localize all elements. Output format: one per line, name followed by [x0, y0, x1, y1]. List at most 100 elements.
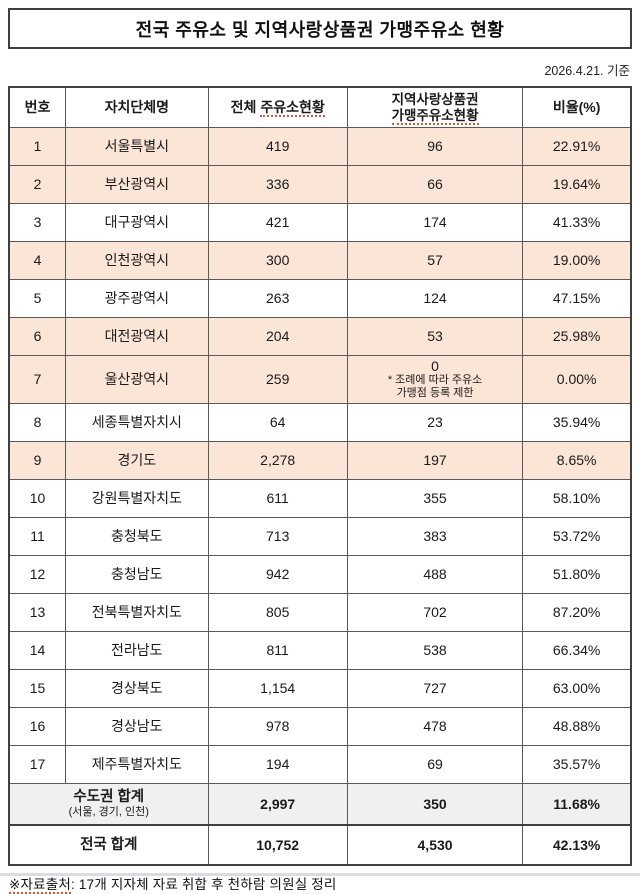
- cell-affiliated-stations: 383: [346, 516, 524, 556]
- cell-ratio: 19.00%: [522, 240, 632, 280]
- table-row: 13 전북특별자치도 805 702 87.20%: [8, 592, 632, 632]
- cell-total-stations: 713: [207, 516, 348, 556]
- cell-affiliated-stations: 0 * 조례에 따라 주유소 가맹점 등록 제한: [346, 354, 524, 404]
- cell-government-name: 충청북도: [65, 516, 209, 556]
- cell-row-number: 10: [8, 478, 67, 518]
- cell-total-stations: 942: [207, 554, 348, 594]
- affiliated-value: 69: [427, 755, 443, 772]
- summary-metro-ratio: 11.68%: [522, 782, 632, 826]
- col-header-affiliated-line2: 가맹주유소현황: [391, 108, 479, 126]
- cell-total-stations: 259: [207, 354, 348, 404]
- cell-total-stations: 419: [207, 126, 348, 166]
- cell-row-number: 12: [8, 554, 67, 594]
- cell-total-stations: 194: [207, 744, 348, 784]
- cell-total-stations: 421: [207, 202, 348, 242]
- cell-row-number: 4: [8, 240, 67, 280]
- cell-total-stations: 204: [207, 316, 348, 356]
- affiliated-value: 383: [423, 527, 447, 544]
- table-row: 17 제주특별자치도 194 69 35.57%: [8, 744, 632, 784]
- table-row: 8 세종특별자치시 64 23 35.94%: [8, 402, 632, 442]
- cell-ratio: 66.34%: [522, 630, 632, 670]
- cell-total-stations: 805: [207, 592, 348, 632]
- cell-affiliated-stations: 488: [346, 554, 524, 594]
- affiliated-value: 702: [423, 603, 447, 620]
- cell-affiliated-stations: 57: [346, 240, 524, 280]
- cell-government-name: 서울특별시: [65, 126, 209, 166]
- summary-nation-label-cell: 전국 합계: [8, 824, 209, 866]
- cell-government-name: 충청남도: [65, 554, 209, 594]
- cell-affiliated-stations: 53: [346, 316, 524, 356]
- table-summary: 수도권 합계 (서울, 경기, 인천) 2,997 350 11.68% 전국 …: [8, 782, 632, 866]
- cell-row-number: 13: [8, 592, 67, 632]
- cell-row-number: 15: [8, 668, 67, 708]
- cell-ratio: 35.57%: [522, 744, 632, 784]
- table-row: 5 광주광역시 263 124 47.15%: [8, 278, 632, 318]
- cell-ratio: 87.20%: [522, 592, 632, 632]
- cell-ratio: 19.64%: [522, 164, 632, 204]
- summary-metro-label: 수도권 합계: [73, 788, 145, 805]
- source-note: ※자료출처: 17개 지자체 자료 취합 후 천하람 의원실 정리: [9, 873, 632, 894]
- affiliated-value: 96: [427, 137, 443, 154]
- cell-total-stations: 300: [207, 240, 348, 280]
- cell-affiliated-stations: 197: [346, 440, 524, 480]
- cell-row-number: 6: [8, 316, 67, 356]
- cell-ratio: 48.88%: [522, 706, 632, 746]
- cell-row-number: 11: [8, 516, 67, 556]
- cell-row-number: 9: [8, 440, 67, 480]
- cell-ratio: 58.10%: [522, 478, 632, 518]
- cell-government-name: 인천광역시: [65, 240, 209, 280]
- table-row: 1 서울특별시 419 96 22.91%: [8, 126, 632, 166]
- cell-government-name: 대구광역시: [65, 202, 209, 242]
- affiliated-value: 355: [423, 489, 447, 506]
- source-note-text: : 17개 지자체 자료 취합 후 천하람 의원실 정리: [71, 877, 337, 893]
- col-header-affiliated: 지역사랑상품권 가맹주유소현황: [346, 86, 524, 128]
- table-row: 3 대구광역시 421 174 41.33%: [8, 202, 632, 242]
- summary-metro-label-cell: 수도권 합계 (서울, 경기, 인천): [8, 782, 209, 826]
- cell-affiliated-stations: 355: [346, 478, 524, 518]
- cell-government-name: 전라남도: [65, 630, 209, 670]
- cell-affiliated-stations: 727: [346, 668, 524, 708]
- cell-government-name: 경상남도: [65, 706, 209, 746]
- summary-nation-affiliated: 4,530: [346, 824, 524, 866]
- col-header-no: 번호: [8, 86, 67, 128]
- cell-row-number: 2: [8, 164, 67, 204]
- cell-row-number: 16: [8, 706, 67, 746]
- cell-ratio: 41.33%: [522, 202, 632, 242]
- summary-metro-sublabel: (서울, 경기, 인천): [68, 805, 149, 818]
- cell-government-name: 울산광역시: [65, 354, 209, 404]
- table-row: 15 경상북도 1,154 727 63.00%: [8, 668, 632, 708]
- affiliated-value: 197: [423, 451, 447, 468]
- affiliated-value: 53: [427, 327, 443, 344]
- affiliated-value: 124: [423, 289, 447, 306]
- cell-government-name: 대전광역시: [65, 316, 209, 356]
- cell-row-number: 1: [8, 126, 67, 166]
- cell-government-name: 경기도: [65, 440, 209, 480]
- cell-ratio: 22.91%: [522, 126, 632, 166]
- cell-government-name: 전북특별자치도: [65, 592, 209, 632]
- summary-row-nation: 전국 합계 10,752 4,530 42.13%: [8, 824, 632, 866]
- table-row: 12 충청남도 942 488 51.80%: [8, 554, 632, 594]
- affiliated-value: 538: [423, 641, 447, 658]
- affiliated-value: 57: [427, 251, 443, 268]
- table-row: 6 대전광역시 204 53 25.98%: [8, 316, 632, 356]
- summary-row-metro: 수도권 합계 (서울, 경기, 인천) 2,997 350 11.68%: [8, 782, 632, 826]
- cell-total-stations: 811: [207, 630, 348, 670]
- cell-row-number: 14: [8, 630, 67, 670]
- cell-row-number: 5: [8, 278, 67, 318]
- summary-metro-total: 2,997: [207, 782, 348, 826]
- cell-total-stations: 263: [207, 278, 348, 318]
- cell-affiliated-stations: 23: [346, 402, 524, 442]
- date-note: 2026.4.21. 기준: [544, 64, 630, 78]
- cell-affiliated-stations: 702: [346, 592, 524, 632]
- summary-metro-affiliated: 350: [346, 782, 524, 826]
- cell-ratio: 0.00%: [522, 354, 632, 404]
- table-row: 10 강원특별자치도 611 355 58.10%: [8, 478, 632, 518]
- cell-ratio: 53.72%: [522, 516, 632, 556]
- cell-government-name: 부산광역시: [65, 164, 209, 204]
- cell-total-stations: 2,278: [207, 440, 348, 480]
- cell-ratio: 35.94%: [522, 402, 632, 442]
- source-note-label: ※자료출처: [9, 877, 71, 894]
- cell-ratio: 51.80%: [522, 554, 632, 594]
- cell-total-stations: 64: [207, 402, 348, 442]
